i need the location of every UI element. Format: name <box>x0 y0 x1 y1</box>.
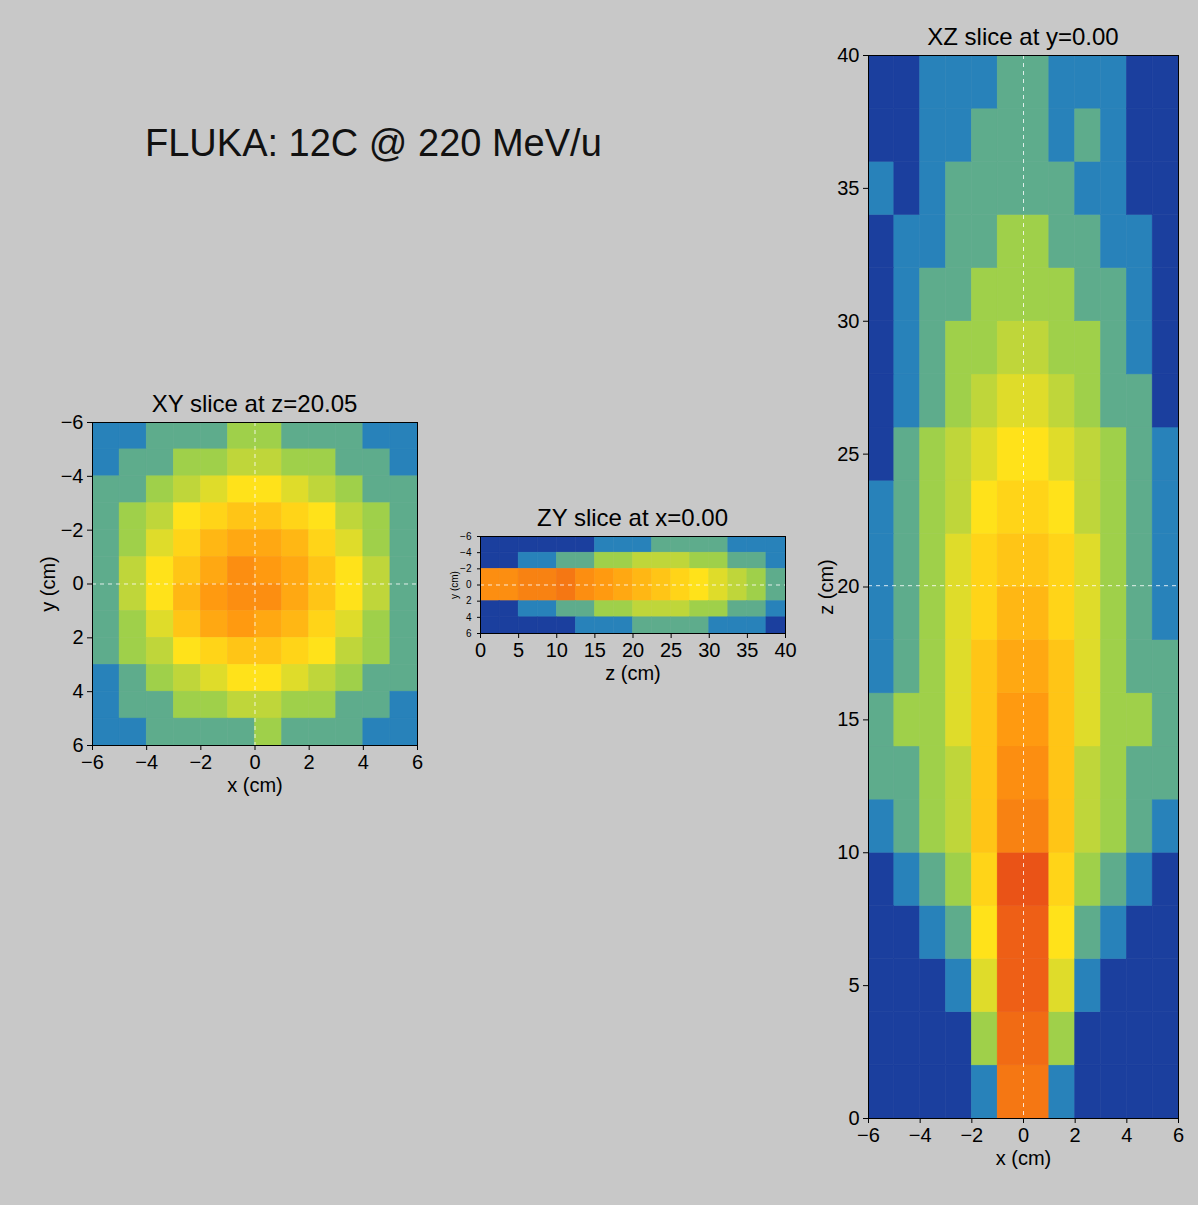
svg-text:25: 25 <box>660 639 682 661</box>
svg-text:−6: −6 <box>81 751 104 773</box>
svg-text:−4: −4 <box>460 547 472 558</box>
svg-text:2: 2 <box>72 626 83 648</box>
svg-text:2: 2 <box>304 751 315 773</box>
svg-text:4: 4 <box>72 680 83 702</box>
svg-text:20: 20 <box>837 575 859 597</box>
svg-text:6: 6 <box>412 751 423 773</box>
svg-text:4: 4 <box>1121 1124 1132 1146</box>
html-text:ZY slice at x=0.00: ZY slice at x=0.00 <box>537 504 728 531</box>
svg-text:30: 30 <box>837 310 859 332</box>
svg-text:0: 0 <box>466 579 472 590</box>
svg-text:35: 35 <box>837 177 859 199</box>
svg-text:25: 25 <box>837 443 859 465</box>
svg-text:x (cm): x (cm) <box>996 1147 1052 1169</box>
svg-text:10: 10 <box>546 639 568 661</box>
svg-text:0: 0 <box>72 572 83 594</box>
svg-text:0: 0 <box>249 751 260 773</box>
svg-text:z (cm): z (cm) <box>815 559 837 615</box>
svg-text:35: 35 <box>736 639 758 661</box>
svg-text:−2: −2 <box>189 751 212 773</box>
svg-text:x (cm): x (cm) <box>227 774 283 796</box>
svg-text:0: 0 <box>1018 1124 1029 1146</box>
svg-text:5: 5 <box>513 639 524 661</box>
svg-text:40: 40 <box>837 44 859 66</box>
html-text:XZ slice at y=0.00: XZ slice at y=0.00 <box>927 23 1119 50</box>
svg-text:6: 6 <box>72 734 83 756</box>
svg-text:20: 20 <box>622 639 644 661</box>
svg-text:15: 15 <box>837 708 859 730</box>
svg-text:−2: −2 <box>61 519 84 541</box>
svg-text:2: 2 <box>1070 1124 1081 1146</box>
svg-text:−4: −4 <box>909 1124 932 1146</box>
svg-text:15: 15 <box>584 639 606 661</box>
svg-text:−2: −2 <box>460 563 472 574</box>
svg-text:y (cm): y (cm) <box>449 571 460 599</box>
svg-text:5: 5 <box>848 974 859 996</box>
svg-text:z (cm): z (cm) <box>605 662 661 684</box>
svg-text:−4: −4 <box>61 465 84 487</box>
svg-text:4: 4 <box>466 612 472 623</box>
svg-text:y (cm): y (cm) <box>37 556 59 612</box>
svg-text:−6: −6 <box>857 1124 880 1146</box>
svg-text:−6: −6 <box>61 411 84 433</box>
svg-text:−4: −4 <box>135 751 158 773</box>
svg-text:10: 10 <box>837 841 859 863</box>
svg-text:0: 0 <box>475 639 486 661</box>
html-text:XY slice at z=20.05: XY slice at z=20.05 <box>151 390 358 417</box>
svg-text:6: 6 <box>1173 1124 1184 1146</box>
svg-text:40: 40 <box>774 639 796 661</box>
html-text:FLUKA: 12C @ 220 MeV/u: FLUKA: 12C @ 220 MeV/u <box>145 122 602 164</box>
svg-text:4: 4 <box>358 751 369 773</box>
svg-text:6: 6 <box>466 628 472 639</box>
svg-text:−2: −2 <box>960 1124 983 1146</box>
svg-text:2: 2 <box>466 595 472 606</box>
svg-text:0: 0 <box>848 1107 859 1129</box>
svg-text:30: 30 <box>698 639 720 661</box>
svg-text:−6: −6 <box>460 531 472 542</box>
